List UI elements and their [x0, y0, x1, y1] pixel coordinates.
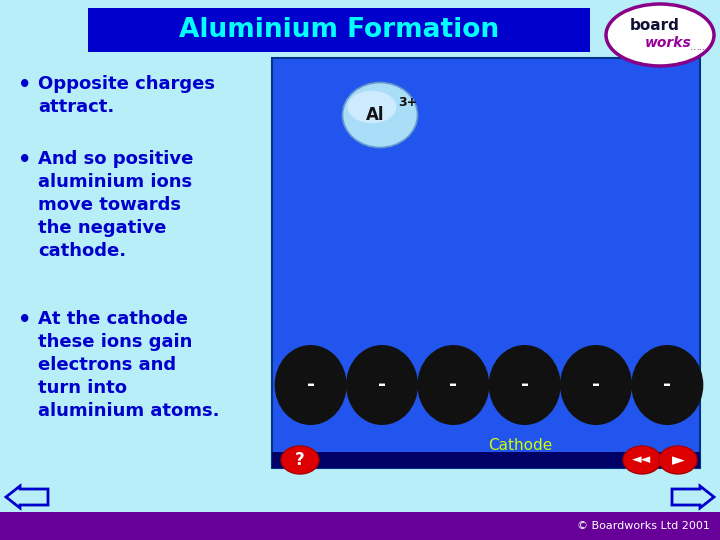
- Text: •: •: [18, 75, 32, 95]
- FancyBboxPatch shape: [88, 8, 590, 52]
- Text: works: works: [644, 36, 691, 50]
- Text: -: -: [592, 375, 600, 395]
- FancyArrow shape: [6, 486, 48, 508]
- Bar: [272, 452, 700, 468]
- Text: board: board: [630, 17, 680, 32]
- Text: -: -: [378, 375, 386, 395]
- Ellipse shape: [274, 345, 346, 425]
- Text: ?: ?: [295, 451, 305, 469]
- Ellipse shape: [489, 345, 561, 425]
- Ellipse shape: [346, 345, 418, 425]
- Bar: [0, 512, 720, 540]
- Ellipse shape: [343, 83, 418, 147]
- Ellipse shape: [560, 345, 632, 425]
- Text: Cathode: Cathode: [488, 437, 552, 453]
- Text: At the cathode
these ions gain
electrons and
turn into
aluminium atoms.: At the cathode these ions gain electrons…: [38, 310, 220, 420]
- Text: Opposite charges
attract.: Opposite charges attract.: [38, 75, 215, 116]
- Ellipse shape: [623, 446, 661, 474]
- Ellipse shape: [659, 446, 697, 474]
- Text: ◄◄: ◄◄: [632, 454, 652, 467]
- Text: ……: ……: [690, 42, 710, 52]
- Ellipse shape: [418, 345, 490, 425]
- Text: -: -: [449, 375, 457, 395]
- Text: -: -: [663, 375, 671, 395]
- Ellipse shape: [631, 345, 703, 425]
- Text: Al: Al: [366, 106, 384, 124]
- Ellipse shape: [281, 446, 319, 474]
- Text: ►: ►: [672, 451, 685, 469]
- Text: Aluminium Formation: Aluminium Formation: [179, 17, 499, 43]
- Text: •: •: [18, 310, 32, 330]
- Text: 3+: 3+: [398, 97, 418, 110]
- Text: •: •: [18, 150, 32, 170]
- Text: © Boardworks Ltd 2001: © Boardworks Ltd 2001: [577, 521, 710, 531]
- Text: And so positive
aluminium ions
move towards
the negative
cathode.: And so positive aluminium ions move towa…: [38, 150, 194, 260]
- Text: -: -: [521, 375, 528, 395]
- Ellipse shape: [348, 91, 397, 123]
- FancyArrow shape: [672, 486, 714, 508]
- Text: -: -: [307, 375, 315, 395]
- Bar: [272, 58, 700, 468]
- Ellipse shape: [606, 4, 714, 66]
